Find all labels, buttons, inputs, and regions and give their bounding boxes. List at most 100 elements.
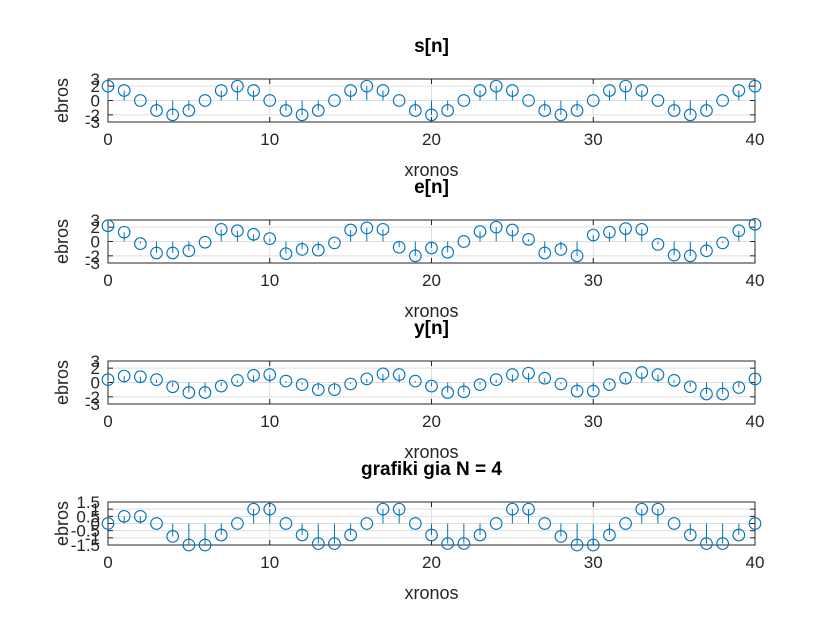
stem-marker [166,380,180,394]
stem-marker [667,374,681,387]
stem-marker [166,108,180,122]
stem-marker [295,378,309,392]
stem-marker [134,237,147,250]
y-tick-label: -2 [85,106,100,125]
stem-marker [425,379,438,393]
stem-marker [182,386,196,399]
stem-marker [295,108,309,122]
stem-marker [716,236,730,250]
stem-marker [198,538,212,552]
stem-marker [247,502,260,516]
stem-marker [101,79,115,93]
y-tick-label: 1.5 [76,493,100,512]
stem-marker [182,538,196,552]
stem-marker [311,243,325,257]
stem-marker [360,79,374,93]
stem-marker [134,94,147,107]
stem-marker [263,502,277,516]
stem-marker [360,221,374,235]
stem-marker [748,79,762,93]
stem-marker [231,374,244,387]
stem-marker [231,224,244,238]
stem-marker [311,104,325,117]
y-tick-label: 1 [91,500,100,519]
stem-marker [538,371,552,385]
stem-marker [667,517,681,530]
stem-marker [651,94,665,107]
y-tick-label: 0 [91,233,100,252]
stem-marker [554,377,568,391]
stem-marker [700,387,713,401]
stem-marker [538,104,552,117]
stem-marker [748,517,762,530]
stem-marker [748,372,762,386]
stem-marker [376,367,390,381]
stem-marker [214,379,228,393]
stem-marker [150,104,163,117]
stem-marker [425,108,438,122]
x-tick-label: 30 [584,412,603,431]
stem-marker [635,502,649,516]
stem-marker [716,387,730,401]
y-axis-label: ebros [52,219,72,264]
stem-marker [441,245,455,259]
stem-marker [506,368,519,381]
stem-marker [198,386,212,399]
x-tick-label: 20 [422,130,441,149]
stem-marker [683,380,697,394]
y-tick-label: 0 [91,92,100,111]
stem-marker [732,224,746,238]
y-tick-label: -3 [85,113,100,132]
stem-marker [263,94,277,107]
stem-marker [198,94,212,107]
subplot-title: grafiki gia N = 4 [361,459,502,480]
stem-marker [700,104,713,117]
y-tick-label: 0 [91,515,100,534]
stem-marker [344,528,357,542]
x-tick-label: 10 [260,130,279,149]
x-axis-label: xronos [404,301,458,321]
stem-marker [101,373,115,386]
stem-marker [408,249,422,263]
stem-marker [700,537,713,550]
stem-marker [570,249,584,263]
y-tick-label: -3 [85,395,100,414]
stem-marker [117,369,131,383]
stem-marker [295,528,309,542]
stem-marker [667,104,681,117]
stem-marker [279,517,293,530]
x-tick-label: 40 [746,271,765,290]
stem-marker [214,528,228,542]
stem-marker [522,366,535,380]
stem-marker [392,368,406,381]
stem-marker [732,381,746,394]
stem-marker [522,502,535,516]
stem-marker [247,227,260,241]
stem-marker [376,502,390,516]
stem-marker [166,246,180,260]
stem-marker [489,220,503,234]
stem-marker [214,222,228,236]
stem-marker [619,371,632,385]
stem-marker [101,517,115,530]
stem-marker [150,373,163,386]
stem-marker [506,223,519,237]
stem-marker [473,84,487,97]
stem-marker [344,84,357,97]
stem-marker [360,517,374,530]
stem-marker [603,84,616,97]
stem-marker [263,232,277,245]
stem-marker [408,517,422,530]
stem-marker [376,222,390,236]
y-axis-label: ebros [52,501,72,546]
x-tick-label: 10 [260,553,279,572]
stem-marker [506,502,519,516]
stem-marker [667,248,681,262]
stem-marker [635,222,649,236]
stem-marker [554,243,568,256]
stem-marker [425,241,438,255]
